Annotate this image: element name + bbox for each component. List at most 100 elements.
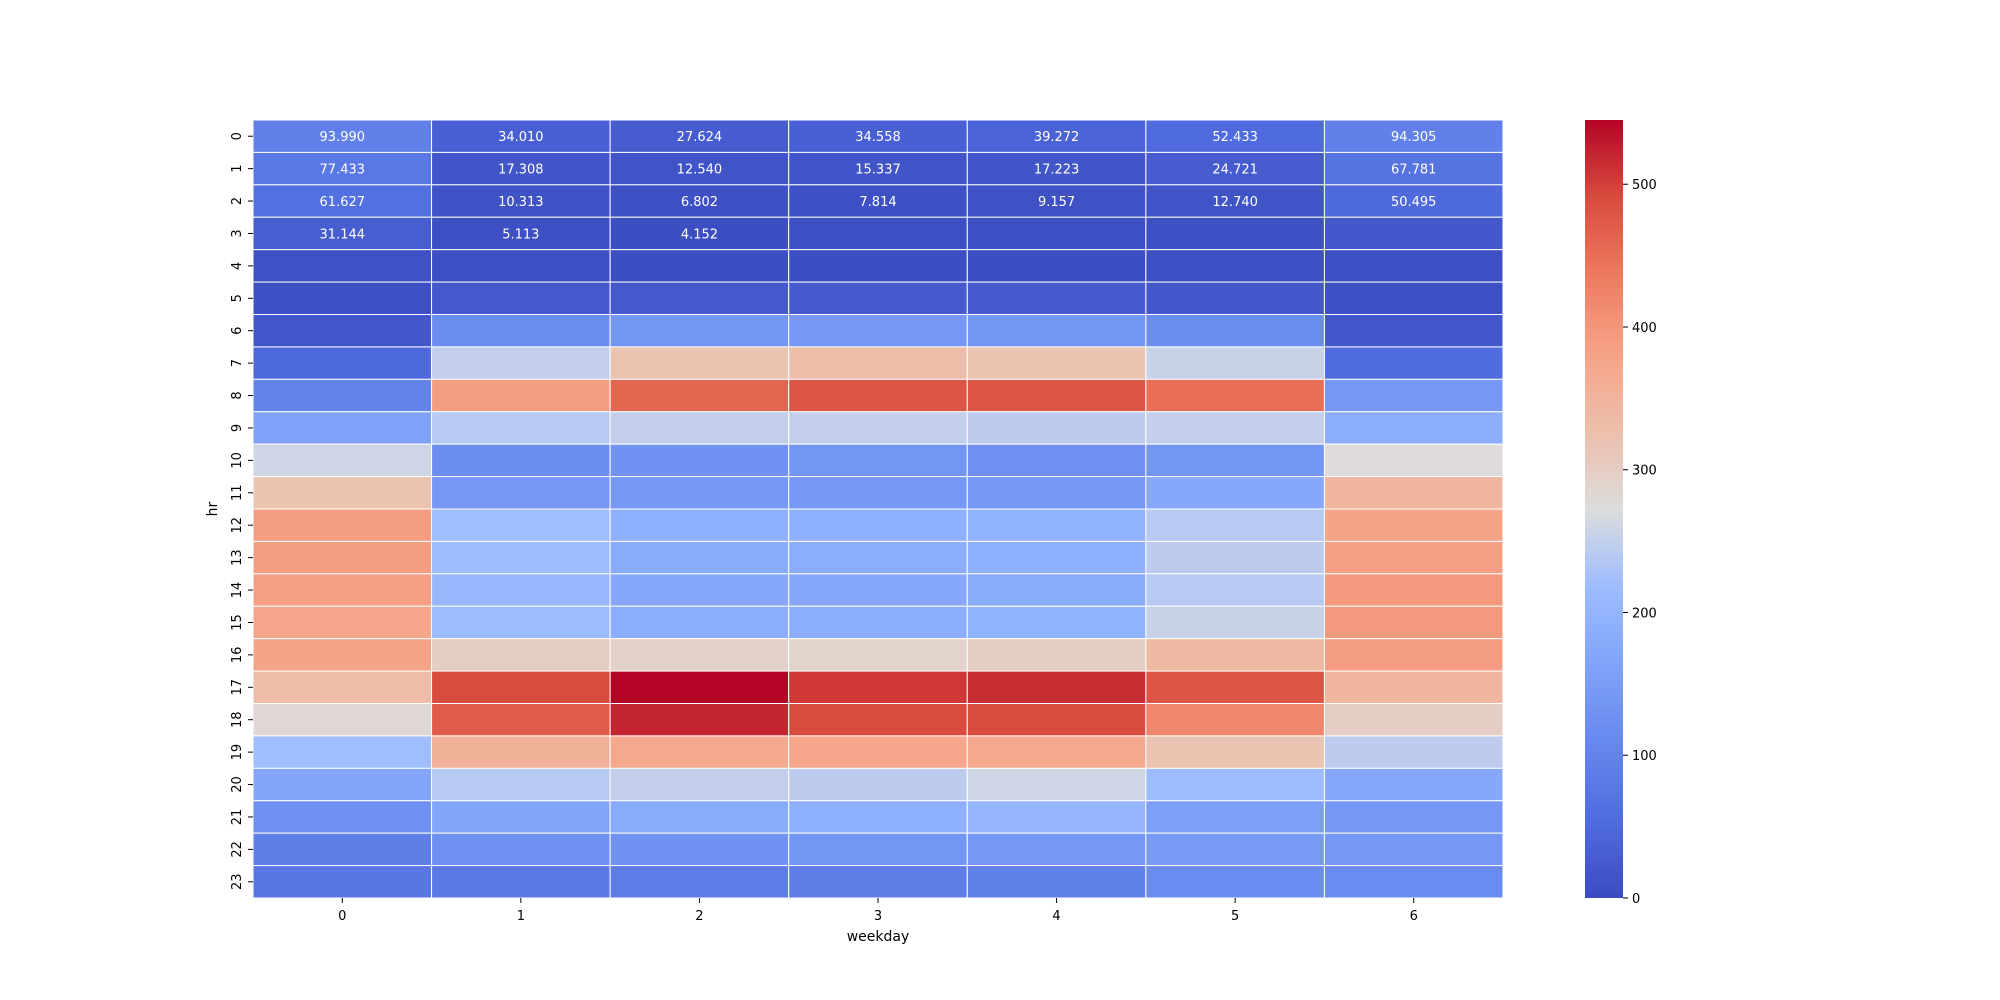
heatmap-cell-19-2	[609, 735, 790, 769]
heatmap-cell-5-1	[431, 281, 611, 316]
x-tick-label-0: 0	[338, 909, 346, 924]
x-tick-label-6: 6	[1410, 909, 1418, 924]
heatmap-cell-3-4	[966, 216, 1147, 251]
heatmap-cell-14-3	[788, 573, 968, 607]
heatmap-cell-21-0	[252, 800, 433, 834]
heatmap-cell-7-5	[1145, 346, 1325, 380]
colorbar-tick-label-2: 200	[1632, 606, 1657, 621]
heatmap-cell-9-1	[431, 411, 611, 445]
heatmap-cell-16-2	[609, 638, 790, 672]
y-tick-label-5: 5	[230, 294, 245, 302]
heatmap-cell-18-2	[609, 703, 790, 737]
y-tick-label-3: 3	[230, 229, 245, 237]
heatmap-cell-5-2	[609, 281, 790, 316]
heatmap-cell-8-6	[1323, 378, 1504, 413]
heatmap-cell-22-1	[431, 832, 611, 867]
y-tick-label-11: 11	[230, 485, 245, 502]
heatmap-cell-10-5	[1145, 443, 1325, 478]
heatmap-cell-13-2	[609, 540, 790, 575]
heatmap-cell-19-1	[431, 735, 611, 769]
heatmap-cell-3-6	[1323, 216, 1504, 251]
heatmap-cell-10-3	[788, 443, 968, 478]
heatmap-cell-21-3	[788, 800, 968, 834]
heatmap-cell-2-2	[609, 184, 790, 218]
y-tick-label-12: 12	[230, 517, 245, 534]
heatmap-cell-7-1	[431, 346, 611, 380]
heatmap-cell-1-4	[966, 151, 1147, 186]
heatmap-cell-4-5	[1145, 249, 1325, 283]
y-tick-label-18: 18	[230, 711, 245, 728]
heatmap-cell-5-5	[1145, 281, 1325, 316]
heatmap-cell-13-3	[788, 540, 968, 575]
y-tick-label-0: 0	[230, 132, 245, 140]
heatmap-cell-18-3	[788, 703, 968, 737]
cell-annotation-0-4: 39.272	[1034, 130, 1080, 145]
heatmap-cell-8-0	[252, 378, 433, 413]
heatmap-cell-18-6	[1323, 703, 1504, 737]
y-tick-label-7: 7	[230, 359, 245, 367]
heatmap-cell-15-2	[609, 605, 790, 640]
heatmap-cell-9-3	[788, 411, 968, 445]
heatmap-cell-5-4	[966, 281, 1147, 316]
heatmap-cell-13-1	[431, 540, 611, 575]
heatmap-cell-0-5	[1145, 119, 1325, 153]
y-axis-label: hr	[205, 501, 221, 516]
heatmap-cell-5-6	[1323, 281, 1504, 316]
heatmap-cell-20-0	[252, 767, 433, 802]
heatmap-cell-20-2	[609, 767, 790, 802]
heatmap-cell-15-0	[252, 605, 433, 640]
x-tick-label-5: 5	[1231, 909, 1239, 924]
y-tick-label-20: 20	[230, 776, 245, 793]
heatmap-cell-22-6	[1323, 832, 1504, 867]
cell-annotation-0-5: 52.433	[1212, 130, 1258, 145]
heatmap-cell-10-2	[609, 443, 790, 478]
heatmap-cell-17-2	[609, 670, 790, 704]
heatmap-cell-16-1	[431, 638, 611, 672]
heatmap-cell-16-0	[252, 638, 433, 672]
heatmap-cell-4-4	[966, 249, 1147, 283]
heatmap-cell-3-3	[788, 216, 968, 251]
heatmap-cell-10-1	[431, 443, 611, 478]
cell-annotation-2-0: 61.627	[320, 195, 366, 210]
cell-annotation-3-1: 5.113	[502, 227, 539, 242]
heatmap-cell-16-5	[1145, 638, 1325, 672]
heatmap-cell-23-2	[609, 865, 790, 899]
colorbar-ticks: 0 100 200 300 400 500	[1623, 178, 1657, 907]
heatmap-cell-4-2	[609, 249, 790, 283]
cell-annotation-2-1: 10.313	[498, 195, 544, 210]
heatmap-cell-11-5	[1145, 476, 1325, 510]
heatmap-cell-4-0	[252, 249, 433, 283]
heatmap-cell-22-2	[609, 832, 790, 867]
cell-annotation-2-6: 50.495	[1391, 195, 1437, 210]
heatmap-cell-21-1	[431, 800, 611, 834]
heatmap-cell-15-3	[788, 605, 968, 640]
heatmap-cell-17-3	[788, 670, 968, 704]
heatmap-cell-17-5	[1145, 670, 1325, 704]
x-tick-label-4: 4	[1052, 909, 1060, 924]
heatmap-cell-1-6	[1323, 151, 1504, 186]
y-tick-label-10: 10	[230, 452, 245, 469]
heatmap-cell-12-5	[1145, 508, 1325, 542]
heatmap-cell-17-4	[966, 670, 1147, 704]
colorbar-tick-label-3: 300	[1632, 464, 1657, 479]
cell-annotation-1-3: 15.337	[855, 163, 901, 178]
heatmap-cell-17-1	[431, 670, 611, 704]
heatmap-cell-2-6	[1323, 184, 1504, 218]
heatmap-cell-18-0	[252, 703, 433, 737]
heatmap-cell-14-1	[431, 573, 611, 607]
heatmap-cell-12-3	[788, 508, 968, 542]
heatmap-cell-3-1	[431, 216, 611, 251]
heatmap-cell-3-5	[1145, 216, 1325, 251]
heatmap-cell-20-6	[1323, 767, 1504, 802]
colorbar-tick-label-0: 0	[1632, 892, 1640, 907]
heatmap-cell-0-0	[252, 119, 433, 153]
y-tick-label-14: 14	[230, 582, 245, 599]
colorbar-tick-label-4: 400	[1632, 321, 1657, 336]
heatmap-cell-2-1	[431, 184, 611, 218]
heatmap-cell-12-0	[252, 508, 433, 542]
heatmap-cell-7-4	[966, 346, 1147, 380]
heatmap-cell-17-6	[1323, 670, 1504, 704]
heatmap-cell-7-3	[788, 346, 968, 380]
heatmap-cell-9-4	[966, 411, 1147, 445]
